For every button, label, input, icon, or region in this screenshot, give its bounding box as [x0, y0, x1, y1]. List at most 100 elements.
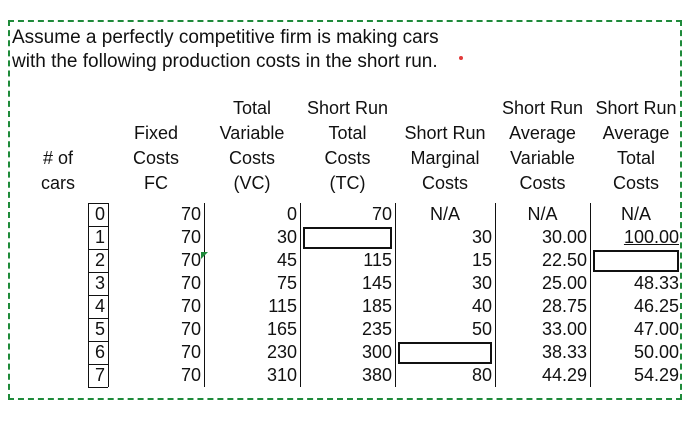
- header-fc-line-2: Costs: [132, 148, 179, 168]
- cell-vc-row-1[interactable]: 30: [276, 227, 297, 247]
- cell-mc-row-2[interactable]: 15: [471, 250, 492, 270]
- header-atc-line-2: Average: [602, 123, 670, 143]
- cell-cars-row-1[interactable]: 1: [94, 227, 105, 247]
- header-atc-line-3: Total: [616, 148, 656, 168]
- cell-mc-row-7[interactable]: 80: [471, 365, 492, 385]
- cell-cars-row-4[interactable]: 4: [94, 296, 105, 316]
- cell-fc-row-4[interactable]: 70: [180, 296, 201, 316]
- header-fc-line-3: FC: [144, 173, 168, 193]
- cell-cars-row-2[interactable]: 2: [94, 250, 105, 270]
- cell-tc-row-2[interactable]: 115: [363, 250, 392, 270]
- grid-vline: [108, 203, 109, 387]
- answer-input-mc-row-6[interactable]: [398, 342, 492, 364]
- header-tc-line-2: Total: [328, 123, 367, 143]
- header-tc-line-4: (TC): [329, 173, 366, 193]
- cell-mc-row-5[interactable]: 50: [471, 319, 492, 339]
- header-avc-line-4: Costs: [519, 173, 566, 193]
- cell-cars-row-0[interactable]: 0: [94, 204, 105, 224]
- answer-input-atc-row-2[interactable]: [593, 250, 679, 272]
- grid-vline: [300, 203, 301, 387]
- header-avc-line-2: Average: [509, 123, 576, 143]
- cell-avc-row-4[interactable]: 28.75: [541, 296, 587, 316]
- cell-vc-row-7[interactable]: 310: [266, 365, 297, 385]
- grid-hline: [88, 318, 108, 319]
- header-vc-line-1: Total: [232, 98, 272, 118]
- cell-avc-row-7[interactable]: 44.29: [541, 365, 587, 385]
- cell-fc-row-5[interactable]: 70: [180, 319, 201, 339]
- cell-cars-row-7[interactable]: 7: [94, 365, 105, 385]
- cell-avc-row-3[interactable]: 25.00: [541, 273, 587, 293]
- cell-vc-row-0[interactable]: 0: [286, 204, 297, 224]
- cell-tc-row-4[interactable]: 185: [361, 296, 392, 316]
- grid-hline: [88, 295, 108, 296]
- cell-vc-row-3[interactable]: 75: [276, 273, 297, 293]
- grid-hline: [88, 249, 108, 250]
- answer-input-tc-row-1[interactable]: [303, 227, 392, 249]
- grid-vline: [590, 203, 591, 387]
- cell-cars-row-5[interactable]: 5: [94, 319, 105, 339]
- cell-fc-row-3[interactable]: 70: [180, 273, 201, 293]
- cell-tc-row-6[interactable]: 300: [361, 342, 392, 362]
- cell-vc-row-6[interactable]: 230: [266, 342, 297, 362]
- cell-tc-row-7[interactable]: 380: [361, 365, 392, 385]
- header-tc-line-1: Short Run: [306, 98, 389, 118]
- cell-mc-row-1[interactable]: 30: [471, 227, 492, 247]
- header-vc-line-2: Variable: [219, 123, 285, 143]
- header-cars-line-1: # of: [42, 148, 74, 168]
- cell-atc-row-3[interactable]: 48.33: [633, 273, 679, 293]
- header-vc-line-4: (VC): [233, 173, 271, 193]
- cell-fc-row-6[interactable]: 70: [180, 342, 201, 362]
- cell-fc-row-7[interactable]: 70: [180, 365, 201, 385]
- cell-vc-row-5[interactable]: 165: [266, 319, 297, 339]
- cell-avc-row-0[interactable]: N/A: [527, 204, 558, 224]
- cell-fc-row-1[interactable]: 70: [180, 227, 201, 247]
- header-mc-line-3: Costs: [421, 173, 468, 193]
- cell-avc-row-6[interactable]: 38.33: [541, 342, 587, 362]
- cell-mc-row-3[interactable]: 30: [471, 273, 492, 293]
- cell-fc-row-0[interactable]: 70: [180, 204, 201, 224]
- error-indicator-icon: [201, 252, 208, 259]
- grid-vline: [495, 203, 496, 387]
- cell-avc-row-1[interactable]: 30.00: [541, 227, 587, 247]
- cell-atc-row-0[interactable]: N/A: [620, 204, 651, 224]
- spreadsheet-selection: [8, 20, 682, 400]
- grid-hline: [88, 364, 108, 365]
- cell-vc-row-4[interactable]: 115: [268, 296, 297, 316]
- grid-hline: [88, 226, 108, 227]
- cell-tc-row-0[interactable]: 70: [371, 204, 392, 224]
- grid-hline: [88, 203, 108, 204]
- header-atc-line-4: Costs: [612, 173, 659, 193]
- cell-mc-row-0[interactable]: N/A: [429, 204, 460, 224]
- cell-tc-row-3[interactable]: 145: [361, 273, 392, 293]
- intro-line-1: Assume a perfectly competitive firm is m…: [12, 27, 439, 48]
- cell-cars-row-3[interactable]: 3: [94, 273, 105, 293]
- header-vc-line-3: Costs: [228, 148, 275, 168]
- header-mc-line-2: Marginal: [410, 148, 480, 168]
- grid-hline: [88, 387, 108, 388]
- header-fc-line-1: Fixed: [133, 123, 178, 143]
- cell-cars-row-6[interactable]: 6: [94, 342, 105, 362]
- cell-atc-row-1[interactable]: 100.00: [623, 227, 679, 247]
- intro-line-2: with the following production costs in t…: [12, 51, 438, 72]
- header-mc-line-1: Short Run: [404, 123, 486, 143]
- cell-atc-row-6[interactable]: 50.00: [633, 342, 679, 362]
- header-avc-line-3: Variable: [510, 148, 575, 168]
- cell-mc-row-4[interactable]: 40: [471, 296, 492, 316]
- grid-hline: [88, 272, 108, 273]
- cell-atc-row-4[interactable]: 46.25: [633, 296, 679, 316]
- header-cars-line-2: cars: [40, 173, 75, 193]
- cursor-dot: [459, 56, 463, 60]
- cell-tc-row-5[interactable]: 235: [361, 319, 392, 339]
- grid-vline: [395, 203, 396, 387]
- header-atc-line-1: Short Run: [595, 98, 677, 118]
- cell-atc-row-7[interactable]: 54.29: [633, 365, 679, 385]
- cell-avc-row-5[interactable]: 33.00: [541, 319, 587, 339]
- cell-fc-row-2[interactable]: 70: [180, 250, 201, 270]
- cell-atc-row-5[interactable]: 47.00: [633, 319, 679, 339]
- header-tc-line-3: Costs: [324, 148, 371, 168]
- grid-vline: [204, 203, 205, 387]
- cell-avc-row-2[interactable]: 22.50: [541, 250, 587, 270]
- header-avc-line-1: Short Run: [501, 98, 584, 118]
- cell-vc-row-2[interactable]: 45: [276, 250, 297, 270]
- grid-hline: [88, 341, 108, 342]
